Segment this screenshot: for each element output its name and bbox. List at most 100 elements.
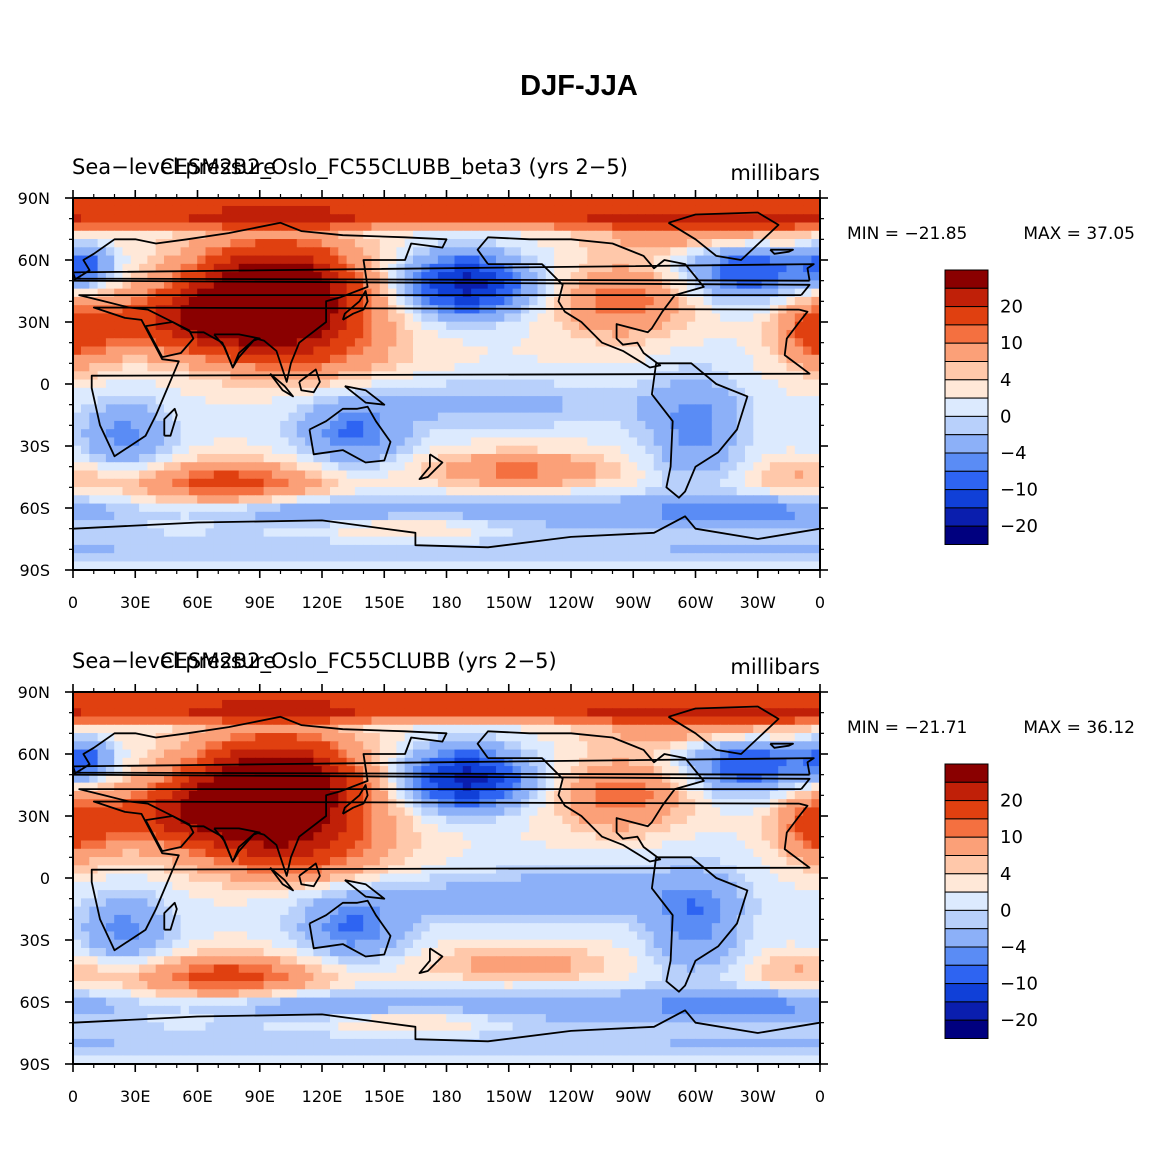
panel-title-left: Sea−level pressure (72, 649, 276, 673)
coastline-segment (163, 407, 178, 437)
colorbar-label: 4 (1000, 370, 1011, 391)
page-title: DJF-JJA (520, 70, 638, 102)
coastline-segment (298, 862, 321, 888)
panel-title-left: Sea−level pressure (72, 155, 276, 179)
y-tick-label: 90S (19, 1055, 50, 1074)
coastline-segment (651, 362, 749, 499)
colorbar-segment (944, 269, 989, 289)
y-tick-label: 90N (18, 189, 50, 208)
coastline-segment (418, 947, 444, 974)
colorbar-segment (944, 415, 989, 436)
x-tick-label: 0 (815, 1087, 825, 1106)
colorbar-label: 0 (1000, 406, 1011, 427)
colorbar-segment (944, 983, 989, 1003)
colorbar-label: −10 (1000, 480, 1038, 501)
coastline-segment (73, 757, 815, 776)
x-tick-label: 150W (486, 1087, 533, 1106)
colorbar-label: −20 (1000, 1010, 1038, 1031)
coastline-segment (90, 800, 811, 952)
colorbar-label: 4 (1000, 864, 1011, 885)
colorbar-segment (944, 342, 989, 362)
colorbar-segment (944, 818, 989, 838)
x-tick-label: 90E (245, 593, 275, 612)
x-tick-label: 30E (120, 593, 150, 612)
y-tick-label: 60N (18, 251, 50, 270)
coastline-segment (418, 453, 444, 480)
coastline-segment (341, 290, 369, 321)
y-tick-label: 90N (18, 683, 50, 702)
colorbar-segment (944, 1019, 989, 1040)
x-tick-label: 30W (740, 593, 776, 612)
colorbar-label: −4 (1000, 937, 1027, 958)
colorbar-segment (944, 361, 989, 381)
min-label: MIN = −21.85 (847, 224, 967, 244)
coastline-segment (341, 784, 369, 815)
max-label: MAX = 37.05 (1023, 224, 1135, 244)
coastline-segment (269, 867, 294, 892)
colorbar-segment (944, 397, 989, 417)
coastline-segment (769, 742, 794, 749)
colorbar-segment (944, 489, 989, 509)
x-tick-label: 120E (302, 1087, 343, 1106)
colorbar-label: 10 (1000, 333, 1023, 354)
x-tick-label: 60E (182, 593, 212, 612)
colorbar-segment (944, 525, 989, 546)
x-tick-label: 0 (68, 1087, 78, 1106)
colorbar-segment (944, 836, 989, 856)
x-tick-label: 90W (615, 593, 651, 612)
x-tick-label: 90E (245, 1087, 275, 1106)
x-tick-label: 90W (615, 1087, 651, 1106)
x-tick-label: 0 (68, 593, 78, 612)
y-tick-label: 90S (19, 561, 50, 580)
x-tick-label: 60E (182, 1087, 212, 1106)
y-tick-label: 0 (40, 869, 50, 888)
colorbar-label: −20 (1000, 516, 1038, 537)
colorbar-segment (944, 873, 989, 893)
coastline-segment (668, 211, 780, 261)
y-tick-label: 60S (19, 499, 50, 518)
coastline-segment (298, 368, 321, 394)
colorbar-segment (944, 763, 989, 783)
colorbar-segment (944, 470, 989, 491)
colorbar-segment (944, 964, 989, 985)
x-tick-label: 120W (548, 1087, 595, 1106)
colorbar-segment (944, 800, 989, 820)
colorbar-segment (944, 946, 989, 966)
coastline-segment (213, 333, 261, 369)
coastline-segment (344, 385, 386, 406)
coastline-segment (163, 901, 178, 931)
panel-units: millibars (730, 655, 820, 679)
map-panel-top: 0 30E 60E 90E 120E 150E 180 150W 120W 90W 60W 30W 09… (18, 155, 1135, 612)
coastline-segment (73, 515, 820, 549)
x-tick-label: 60W (677, 1087, 713, 1106)
coastline-segment (73, 715, 811, 877)
colorbar-segment (944, 507, 989, 527)
colorbar-segment (944, 379, 989, 399)
coastline-segment (144, 815, 195, 852)
colorbar-label: 10 (1000, 827, 1023, 848)
x-tick-label: 120E (302, 593, 343, 612)
x-tick-label: 150E (364, 593, 405, 612)
x-tick-label: 180 (431, 1087, 462, 1106)
coastline-segment (308, 405, 392, 464)
x-tick-label: 30E (120, 1087, 150, 1106)
colorbar-label: 20 (1000, 791, 1023, 812)
x-tick-label: 0 (815, 593, 825, 612)
colorbar-segment (944, 909, 989, 930)
panel-title-center: CESM2B2_Oslo_FC55CLUBB_beta3 (yrs 2−5) (160, 155, 628, 180)
coastline-segment (90, 306, 811, 458)
colorbar-segment (944, 324, 989, 344)
coastline-segment (73, 1009, 820, 1043)
x-tick-label: 60W (677, 593, 713, 612)
colorbar-segment (944, 306, 989, 326)
colorbar-segment (944, 855, 989, 875)
coastline-segment (344, 879, 386, 900)
coastline-segment (476, 730, 705, 863)
panel-units: millibars (730, 161, 820, 185)
x-tick-label: 150W (486, 593, 533, 612)
colorbar-label: 0 (1000, 900, 1011, 921)
colorbar-segment (944, 891, 989, 911)
colorbar-label: −4 (1000, 443, 1027, 464)
colorbar-segment (944, 928, 989, 948)
coastline-segment (213, 827, 261, 863)
